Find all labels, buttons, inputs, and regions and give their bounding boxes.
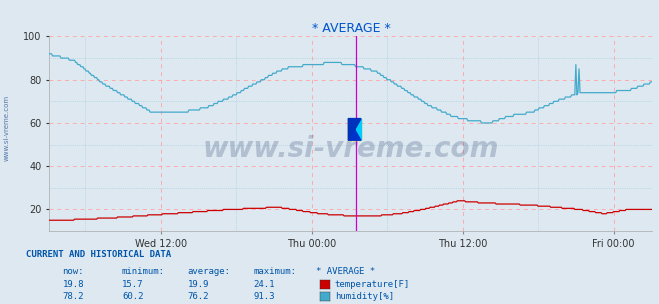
Title: * AVERAGE *: * AVERAGE * xyxy=(312,22,390,35)
Text: 19.9: 19.9 xyxy=(188,280,210,289)
Text: 91.3: 91.3 xyxy=(254,292,275,302)
Text: 76.2: 76.2 xyxy=(188,292,210,302)
Text: www.si-vreme.com: www.si-vreme.com xyxy=(3,95,10,161)
Text: 24.1: 24.1 xyxy=(254,280,275,289)
Text: temperature[F]: temperature[F] xyxy=(335,280,410,289)
Text: 15.7: 15.7 xyxy=(122,280,144,289)
Polygon shape xyxy=(349,119,361,140)
Polygon shape xyxy=(349,119,361,140)
Text: humidity[%]: humidity[%] xyxy=(335,292,394,302)
Text: minimum:: minimum: xyxy=(122,267,165,276)
Text: 19.8: 19.8 xyxy=(63,280,84,289)
Text: CURRENT AND HISTORICAL DATA: CURRENT AND HISTORICAL DATA xyxy=(26,250,171,259)
Text: 60.2: 60.2 xyxy=(122,292,144,302)
Bar xyxy=(349,119,361,140)
Text: average:: average: xyxy=(188,267,231,276)
Text: maximum:: maximum: xyxy=(254,267,297,276)
Text: 78.2: 78.2 xyxy=(63,292,84,302)
Text: now:: now: xyxy=(63,267,84,276)
Text: www.si-vreme.com: www.si-vreme.com xyxy=(203,135,499,163)
Polygon shape xyxy=(349,119,361,140)
Text: * AVERAGE *: * AVERAGE * xyxy=(316,267,376,276)
